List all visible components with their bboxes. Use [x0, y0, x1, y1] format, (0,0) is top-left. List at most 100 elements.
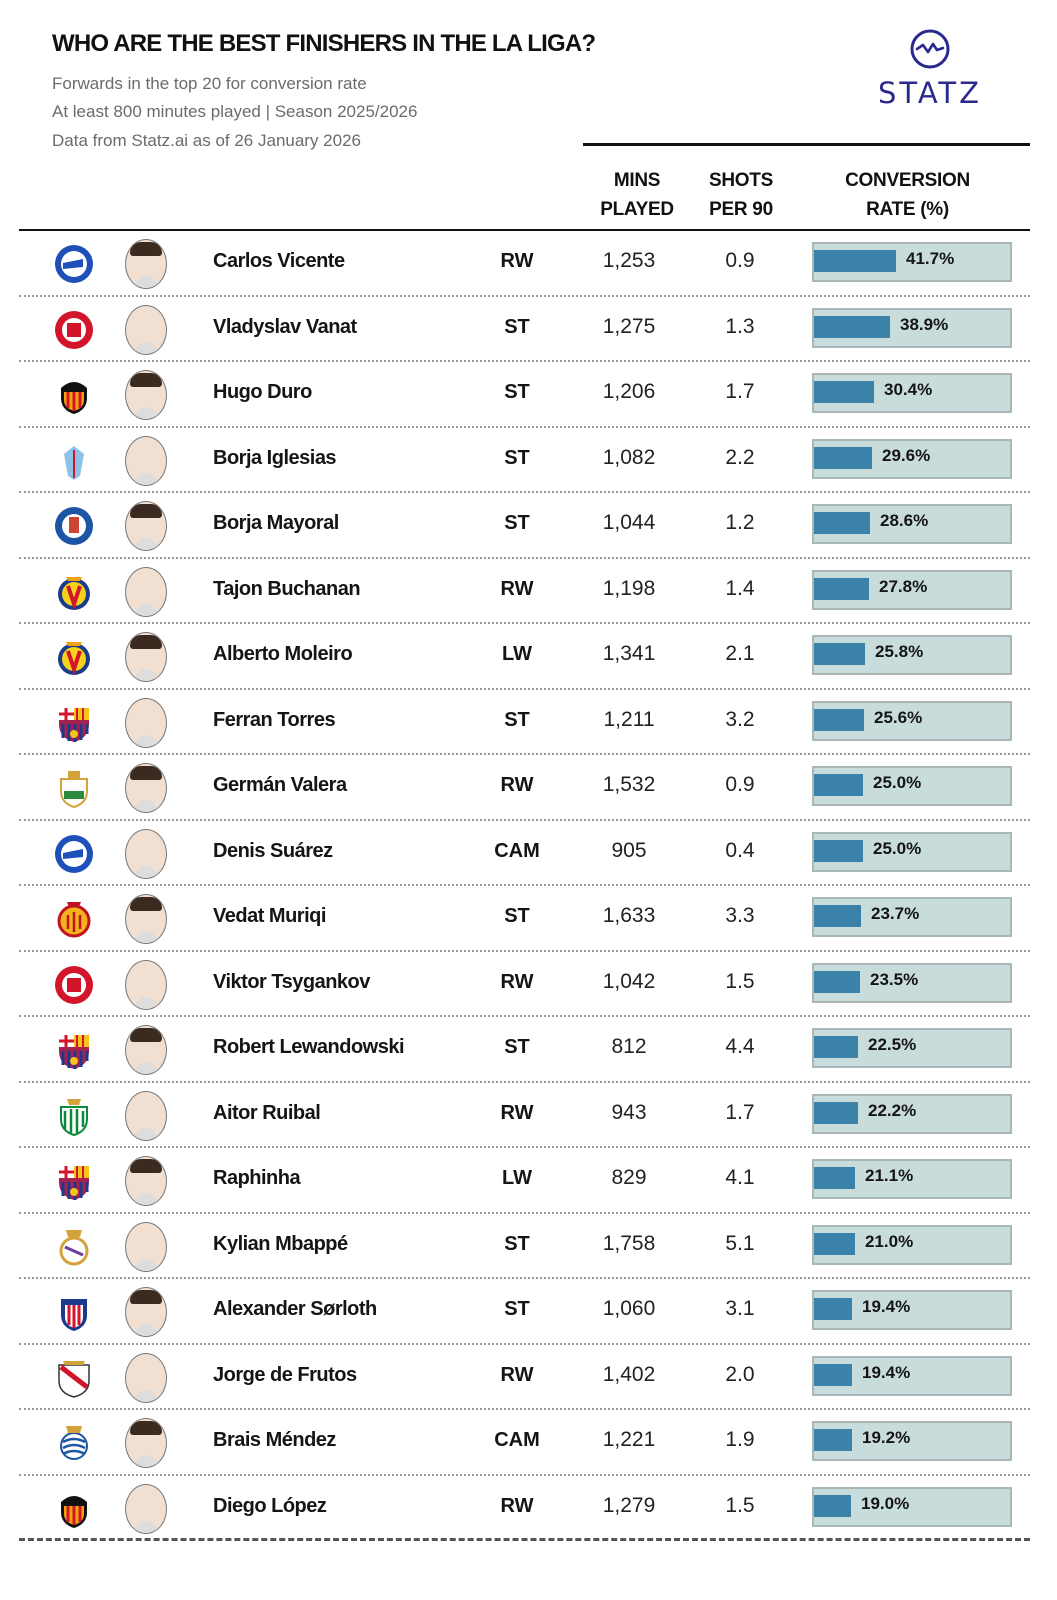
table-row: Diego López RW 1,279 1.5 19.0%	[19, 1476, 1030, 1541]
shots-per-90: 4.1	[725, 1166, 755, 1189]
table-row: Carlos Vicente RW 1,253 0.9 41.7%	[19, 231, 1030, 297]
player-name: Ferran Torres	[213, 708, 336, 731]
table-row: Vedat Muriqi ST 1,633 3.3 23.7%	[19, 886, 1030, 952]
conversion-rate-label: 23.7%	[871, 904, 920, 923]
table-header-rule	[19, 229, 1030, 231]
conversion-bar-fill	[814, 1167, 855, 1189]
conversion-bar-fill	[814, 774, 863, 796]
table-row: Kylian Mbappé ST 1,758 5.1 21.0%	[19, 1214, 1030, 1279]
conversion-rate-label: 19.4%	[862, 1297, 911, 1316]
club-crest-icon-celta-vigo	[64, 445, 84, 480]
shots-per-90: 1.9	[725, 1428, 755, 1451]
conversion-bar-fill	[814, 446, 872, 469]
shots-per-90: 1.7	[725, 380, 755, 403]
player-name: Hugo Duro	[213, 381, 312, 403]
minutes-played: 1,402	[602, 1362, 656, 1386]
conversion-rate-label: 23.5%	[870, 969, 919, 989]
player-photo	[125, 1352, 167, 1403]
player-name: Germán Valera	[213, 774, 347, 796]
club-crest-icon-villarreal	[58, 576, 90, 610]
minutes-played: 1,042	[602, 969, 656, 993]
player-position: ST	[504, 1298, 530, 1320]
player-position: ST	[504, 1232, 530, 1255]
club-crest-icon-barcelona	[59, 1166, 89, 1200]
table-row: Borja Mayoral ST 1,044 1.2 28.6%	[19, 493, 1030, 559]
player-photo	[125, 763, 167, 813]
minutes-played: 1,221	[602, 1428, 656, 1451]
conversion-rate-label: 19.0%	[861, 1493, 910, 1513]
player-position: ST	[504, 381, 530, 403]
player-position: RW	[500, 1363, 534, 1386]
club-crest-icon-real-betis	[60, 1098, 88, 1136]
player-position: RW	[500, 250, 534, 272]
club-crest-icon-mallorca	[57, 902, 91, 938]
club-crest-icon-rayo-vallecano	[58, 1360, 90, 1398]
conversion-rate-label: 22.5%	[868, 1035, 917, 1054]
player-photo	[125, 1418, 167, 1468]
player-position: LW	[502, 1167, 532, 1189]
player-position: ST	[504, 446, 530, 469]
player-photo	[125, 1483, 167, 1534]
shots-per-90: 2.1	[725, 642, 755, 665]
conversion-bar-fill	[814, 970, 860, 993]
page-title: WHO ARE THE BEST FINISHERS IN THE LA LIG…	[52, 30, 596, 57]
conversion-bar-fill	[814, 315, 890, 338]
table-row: Borja Iglesias ST 1,082 2.2 29.6%	[19, 428, 1030, 493]
conversion-bar: 38.9%	[812, 307, 1012, 348]
shots-per-90: 0.9	[725, 773, 755, 796]
conversion-rate-label: 25.8%	[875, 642, 924, 661]
shots-per-90: 0.4	[725, 838, 755, 862]
conversion-bar-fill	[814, 1494, 851, 1517]
column-header-conversion-line2: RATE (%)	[866, 199, 949, 220]
players-table: Carlos Vicente RW 1,253 0.9 41.7% Vladys…	[19, 231, 1030, 1541]
shots-per-90: 3.3	[725, 904, 755, 927]
table-row: Viktor Tsygankov RW 1,042 1.5 23.5%	[19, 952, 1030, 1017]
shots-per-90: 2.2	[725, 445, 755, 469]
player-name: Tajon Buchanan	[213, 577, 361, 600]
column-header-conversion-line1: CONVERSION	[845, 170, 970, 191]
shots-per-90: 4.4	[725, 1035, 755, 1058]
conversion-rate-label: 19.4%	[862, 1362, 911, 1382]
table-row: Raphinha LW 829 4.1 21.1%	[19, 1148, 1030, 1214]
club-crest-icon-atl-tico-madrid	[61, 1299, 87, 1331]
player-photo	[125, 370, 167, 420]
conversion-rate-label: 29.6%	[882, 445, 931, 465]
player-photo	[125, 1025, 167, 1075]
club-crest-icon-girona	[55, 310, 93, 349]
conversion-bar: 22.2%	[812, 1093, 1012, 1134]
header-divider	[583, 143, 1030, 146]
club-crest-icon-alav-s	[55, 245, 93, 283]
club-crest-icon-barcelona	[59, 707, 89, 742]
player-photo	[125, 304, 167, 355]
player-name: Robert Lewandowski	[213, 1036, 405, 1058]
table-row: Germán Valera RW 1,532 0.9 25.0%	[19, 755, 1030, 821]
conversion-bar: 21.0%	[812, 1224, 1012, 1265]
conversion-rate-label: 22.2%	[868, 1100, 917, 1120]
club-crest-icon-villarreal	[58, 642, 90, 676]
conversion-rate-label: 25.0%	[873, 773, 922, 792]
minutes-played: 1,082	[602, 445, 656, 469]
minutes-played: 1,532	[602, 773, 656, 796]
club-crest-icon-real-sociedad	[60, 1426, 88, 1460]
player-position: CAM	[494, 839, 540, 862]
shots-per-90: 3.2	[725, 707, 755, 731]
shots-per-90: 0.9	[725, 249, 755, 272]
minutes-played: 1,275	[602, 314, 656, 338]
player-name: Jorge de Frutos	[213, 1363, 357, 1386]
minutes-played: 1,044	[602, 511, 656, 534]
player-photo	[125, 501, 167, 551]
player-position: ST	[504, 708, 530, 731]
club-crest-icon-barcelona	[59, 1035, 89, 1069]
statz-logo: STATZ	[870, 28, 990, 110]
conversion-bar: 23.7%	[812, 897, 1012, 937]
minutes-played: 1,198	[602, 576, 656, 600]
minutes-played: 812	[611, 1035, 647, 1058]
conversion-bar-fill	[814, 708, 864, 731]
pulse-circle-icon	[910, 29, 950, 69]
club-crest-icon-getafe	[55, 507, 93, 545]
player-photo	[125, 1090, 167, 1141]
player-photo	[125, 697, 167, 748]
player-name: Brais Méndez	[213, 1429, 336, 1451]
table-row: Alexander Sørloth ST 1,060 3.1 19.4%	[19, 1279, 1030, 1345]
player-photo	[125, 959, 167, 1010]
